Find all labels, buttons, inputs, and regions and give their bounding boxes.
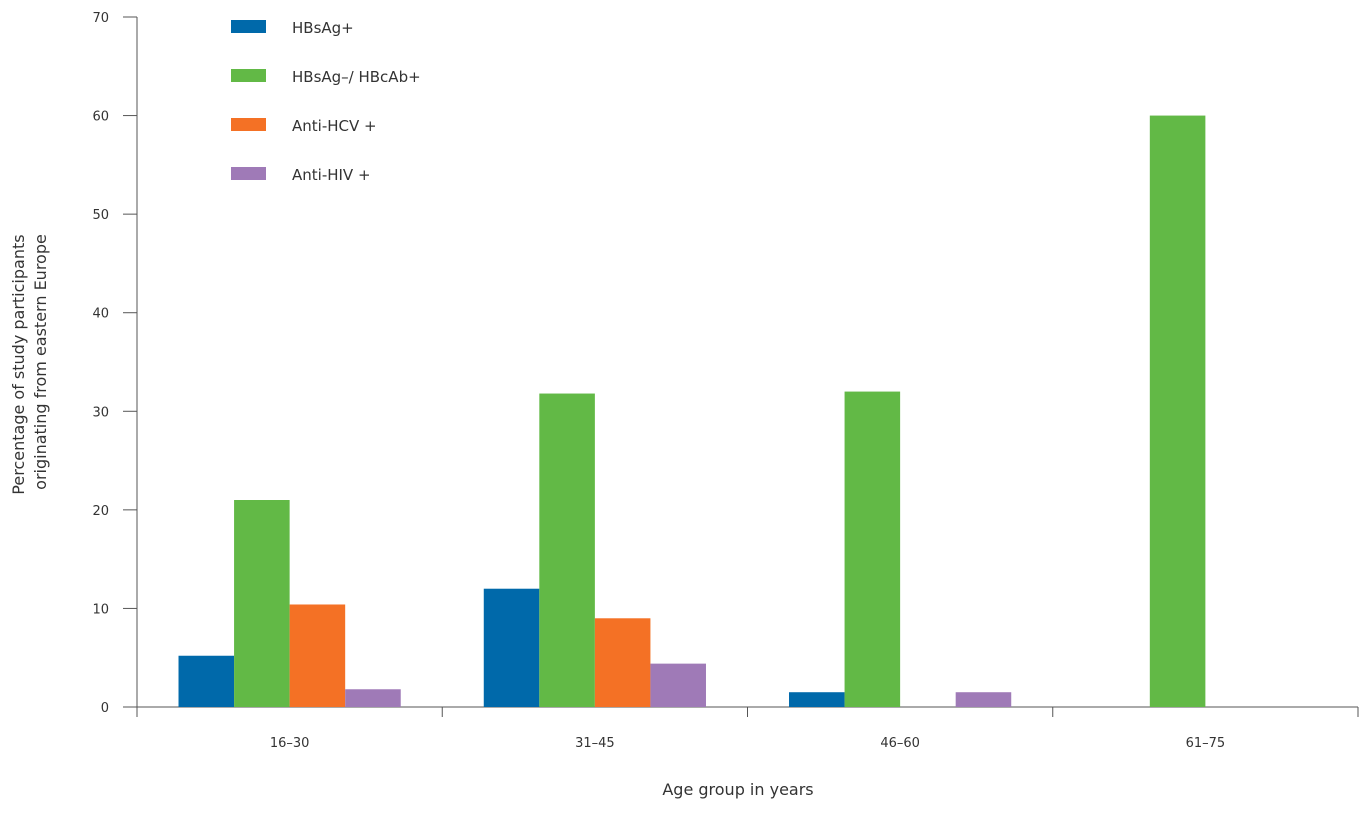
x-tick-label: 31–45 [575, 736, 615, 751]
legend-label: HBsAg–/ HBcAb+ [292, 68, 421, 86]
y-tick-label: 60 [92, 110, 109, 125]
legend-label: HBsAg+ [292, 19, 354, 37]
bar-3-31–45 [594, 618, 651, 707]
bar-2-31–45 [539, 393, 595, 707]
x-tick-label: 61–75 [1186, 736, 1226, 751]
bar-3-16–30 [289, 604, 346, 707]
x-tick-label: 46–60 [880, 736, 920, 751]
bar-2-16–30 [234, 500, 290, 707]
y-axis-title: Percentage of study participants origina… [9, 229, 50, 494]
legend-swatch [231, 118, 266, 131]
legend-label: Anti-HCV + [292, 117, 377, 135]
x-tick-label: 16–30 [270, 736, 310, 751]
bar-4-16–30 [345, 689, 401, 707]
legend-swatch [231, 20, 266, 33]
y-axis-title-line-2: originating from eastern Europe [31, 234, 50, 490]
legend-swatch [231, 167, 266, 180]
bar-1-46–60 [789, 692, 845, 707]
x-axis: 16–30 31–45 46–60 61–75 [136, 706, 1359, 751]
y-axis-title-line-1: Percentage of study participants [9, 234, 28, 494]
y-tick-label: 10 [92, 602, 109, 617]
bar-4-46–60 [955, 692, 1012, 707]
bar-4-31–45 [650, 663, 706, 707]
y-axis: 0 10 20 30 40 50 60 70 [92, 11, 138, 716]
bars [178, 115, 1206, 708]
legend: HBsAg+ HBsAg–/ HBcAb+ Anti-HCV + Anti-HIV + [231, 19, 421, 184]
y-tick-label: 40 [92, 307, 109, 322]
bar-1-16–30 [178, 655, 235, 707]
bar-2-61–75 [1149, 115, 1206, 708]
bar-2-46–60 [844, 391, 901, 707]
legend-swatch [231, 69, 266, 82]
legend-label: Anti-HIV + [292, 166, 371, 184]
y-tick-label: 0 [101, 701, 109, 716]
bar-1-31–45 [483, 588, 540, 707]
y-tick-label: 70 [92, 11, 109, 26]
y-tick-label: 30 [92, 405, 109, 420]
x-axis-title: Age group in years [662, 780, 813, 799]
y-tick-label: 50 [92, 208, 109, 223]
y-tick-label: 20 [92, 504, 109, 519]
